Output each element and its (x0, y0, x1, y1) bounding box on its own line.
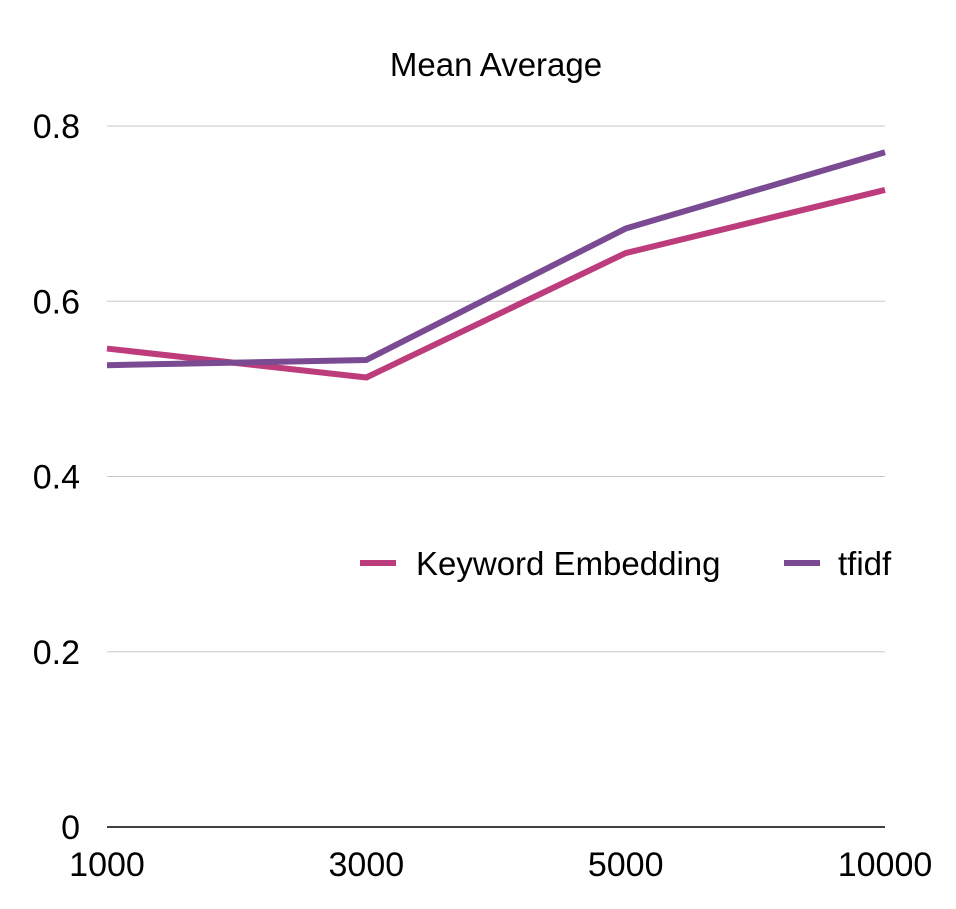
series-line-tfidf (107, 152, 885, 365)
x-tick-label: 3000 (329, 846, 405, 884)
legend-label: Keyword Embedding (416, 545, 721, 582)
y-tick-label: 0 (61, 809, 80, 847)
y-tick-label: 0.8 (33, 108, 80, 146)
x-tick-label: 10000 (838, 846, 933, 884)
y-tick-label: 0.4 (33, 459, 80, 497)
y-tick-label: 0.2 (33, 634, 80, 672)
x-tick-label: 5000 (588, 846, 664, 884)
series-line-keyword-embedding (107, 190, 885, 378)
legend-label: tfidf (838, 545, 892, 582)
y-tick-label: 0.6 (33, 283, 80, 321)
x-tick-label: 1000 (69, 846, 145, 884)
chart-title: Mean Average (390, 46, 602, 83)
